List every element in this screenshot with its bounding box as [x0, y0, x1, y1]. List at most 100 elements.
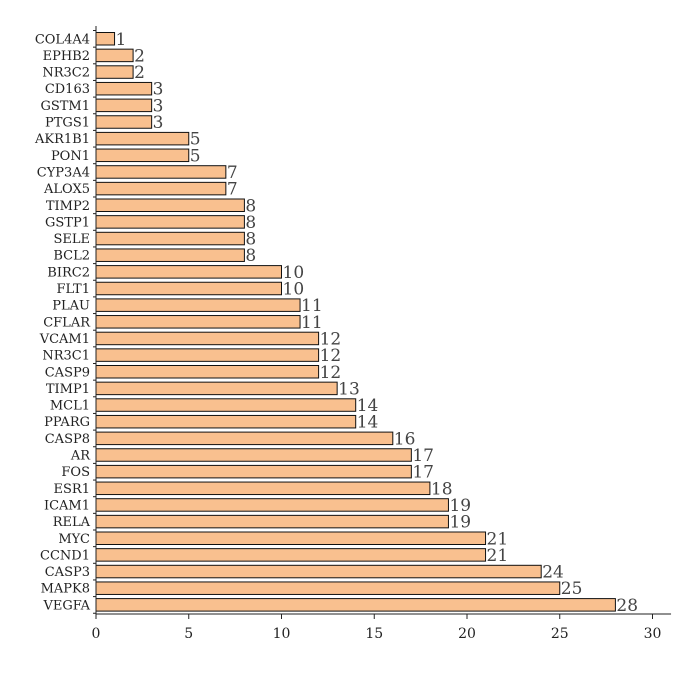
value-label-casp9: 12: [320, 363, 342, 383]
value-label-pon1: 5: [190, 146, 201, 166]
x-tick-label-15: 15: [365, 626, 383, 642]
category-label-icam1: ICAM1: [44, 498, 90, 513]
value-label-timp1: 13: [338, 379, 360, 399]
bar-cflar: [95, 315, 301, 329]
value-label-fos: 17: [412, 463, 434, 483]
category-label-cd163: CD163: [45, 82, 90, 97]
category-label-plau: PLAU: [52, 299, 90, 314]
category-label-vegfa: VEGFA: [42, 598, 90, 613]
bars-group: [95, 32, 616, 612]
value-label-ephb2: 2: [134, 46, 145, 66]
bar-casp8: [95, 431, 394, 446]
bar-ar: [95, 448, 412, 462]
value-label-rela: 19: [449, 513, 471, 533]
value-labels-group: 1223335577888810101111121212131414161717…: [116, 30, 638, 616]
x-tick-label-10: 10: [273, 626, 291, 642]
bar-pparg: [95, 414, 357, 429]
value-label-mapk8: 25: [561, 579, 583, 599]
value-label-casp8: 16: [394, 429, 416, 449]
category-label-bcl2: BCL2: [53, 249, 90, 264]
category-label-timp2: TIMP2: [46, 199, 90, 214]
bar-birc2: [95, 265, 282, 279]
category-label-mapk8: MAPK8: [41, 582, 90, 597]
value-label-cflar: 11: [301, 313, 323, 333]
x-tick-label-20: 20: [458, 626, 476, 642]
bar-gstm1: [95, 98, 153, 113]
bar-pon1: [95, 148, 190, 163]
bar-casp9: [95, 365, 320, 379]
category-label-sele: SELE: [53, 232, 90, 247]
category-label-gstp1: GSTP1: [45, 215, 90, 230]
x-tick-label-5: 5: [184, 626, 193, 642]
value-label-casp3: 24: [542, 563, 564, 583]
bar-ptgs1: [95, 115, 153, 129]
value-label-birc2: 10: [283, 263, 305, 283]
x-tick-label-25: 25: [551, 626, 569, 642]
value-label-sele: 8: [245, 230, 256, 250]
value-label-plau: 11: [301, 296, 323, 316]
category-label-casp3: CASP3: [45, 565, 90, 580]
bar-sele: [95, 231, 245, 246]
category-label-myc: MYC: [58, 532, 90, 547]
bar-col4a4: [95, 32, 116, 46]
category-label-rela: RELA: [53, 515, 91, 530]
value-label-flt1: 10: [283, 280, 305, 300]
value-label-ptgs1: 3: [153, 113, 164, 133]
value-label-timp2: 8: [245, 196, 256, 216]
bar-bcl2: [95, 248, 245, 262]
axes-group: 0 5 10 15 20 25 30: [92, 26, 672, 642]
bar-timp2: [95, 198, 245, 212]
bar-timp1: [95, 381, 338, 396]
bar-plau: [95, 298, 301, 312]
bar-ccnd1: [95, 548, 487, 562]
bar-mapk8: [95, 581, 561, 595]
value-label-nr3c2: 2: [134, 63, 145, 83]
category-label-pon1: PON1: [51, 149, 90, 164]
category-label-pparg: PPARG: [44, 415, 90, 430]
category-label-ar: AR: [70, 449, 91, 464]
bar-ephb2: [95, 48, 134, 63]
bar-icam1: [95, 498, 449, 512]
value-label-esr1: 18: [431, 479, 453, 499]
category-label-fos: FOS: [61, 465, 90, 480]
value-label-cd163: 3: [153, 80, 164, 100]
category-label-akr1b1: AKR1B1: [34, 132, 90, 147]
value-label-bcl2: 8: [245, 246, 256, 266]
category-label-mcl1: MCL1: [50, 399, 90, 414]
value-label-col4a4: 1: [116, 30, 127, 50]
category-label-alox5: ALOX5: [43, 182, 90, 197]
value-label-vcam1: 12: [320, 329, 342, 349]
value-label-vegfa: 28: [616, 596, 638, 616]
value-label-cyp3a4: 7: [227, 163, 238, 183]
value-label-gstp1: 8: [245, 213, 256, 233]
category-label-casp9: CASP9: [45, 365, 90, 380]
category-label-ccnd1: CCND1: [40, 548, 90, 563]
category-label-ephb2: EPHB2: [43, 49, 90, 64]
bar-gstp1: [95, 215, 245, 229]
category-label-cyp3a4: CYP3A4: [37, 165, 90, 180]
value-label-pparg: 14: [357, 413, 379, 433]
bar-vegfa: [95, 598, 616, 612]
bar-cd163: [95, 81, 153, 96]
category-label-nr3c1: NR3C1: [42, 349, 90, 364]
bar-alox5: [95, 181, 227, 196]
category-label-birc2: BIRC2: [47, 265, 90, 280]
bar-nr3c1: [95, 348, 320, 362]
category-label-ptgs1: PTGS1: [45, 116, 90, 131]
bar-fos: [95, 464, 412, 479]
bar-nr3c2: [95, 65, 134, 79]
category-label-gstm1: GSTM1: [40, 99, 90, 114]
category-label-nr3c2: NR3C2: [42, 66, 90, 81]
bar-rela: [95, 514, 449, 529]
value-label-akr1b1: 5: [190, 130, 201, 150]
value-label-icam1: 19: [449, 496, 471, 516]
bar-myc: [95, 531, 487, 545]
category-label-flt1: FLT1: [56, 282, 90, 297]
category-label-timp1: TIMP1: [46, 382, 90, 397]
value-label-nr3c1: 12: [320, 346, 342, 366]
bar-esr1: [95, 481, 431, 496]
value-label-gstm1: 3: [153, 96, 164, 116]
value-label-ar: 17: [412, 446, 434, 466]
